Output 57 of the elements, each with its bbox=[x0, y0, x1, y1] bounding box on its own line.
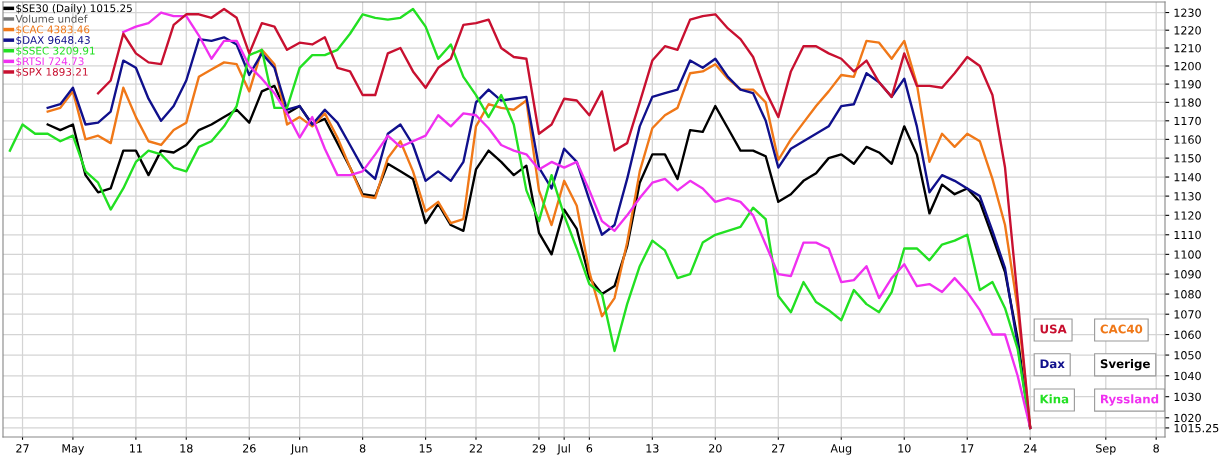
y-tick-label: 1070 bbox=[1174, 310, 1201, 319]
y-tick-label: 1200 bbox=[1174, 61, 1201, 71]
annotation: Kina bbox=[1040, 394, 1069, 404]
annotation: Volume undef bbox=[15, 14, 88, 23]
x-tick-label: 29 bbox=[532, 444, 546, 453]
x-tick-label: Sep bbox=[1096, 444, 1116, 455]
x-tick-label: 10 bbox=[898, 444, 911, 453]
legend-label: $CAC 4383.46 bbox=[16, 25, 90, 35]
x-tick-label: 27 bbox=[16, 444, 29, 453]
y-tick-label: 1080 bbox=[1174, 290, 1201, 299]
y-tick-label: 1020 bbox=[1174, 413, 1201, 423]
y-tick-label: 1110 bbox=[1174, 230, 1201, 240]
legend-label: $SE30 (Daily) 1015.25 bbox=[16, 4, 132, 15]
y-tick-label: 1130 bbox=[1174, 192, 1201, 201]
y-tick-label: 1150 bbox=[1174, 154, 1201, 163]
legend-label: $SSEC 3209.91 bbox=[16, 46, 95, 56]
y-tick-label: 1050 bbox=[1174, 351, 1201, 360]
legend-label: $RTSI 724.73 bbox=[16, 57, 84, 67]
x-tick-label: 6 bbox=[586, 444, 593, 453]
x-tick-label: May bbox=[62, 444, 85, 455]
y-tick-label: 1170 bbox=[1174, 116, 1201, 126]
x-tick-label: 26 bbox=[243, 444, 256, 453]
x-tick-label: Jul bbox=[556, 443, 570, 455]
x-tick-label: 8 bbox=[359, 444, 366, 453]
x-tick-label: 15 bbox=[419, 444, 432, 453]
annotation: Ryssland bbox=[1101, 394, 1159, 406]
y-tick-label: 1100 bbox=[1174, 250, 1201, 259]
y-tick-label: 1180 bbox=[1174, 98, 1201, 107]
y-tick-label: 1190 bbox=[1174, 80, 1201, 89]
legend-label: $DAX 9648.43 bbox=[16, 35, 90, 46]
annotation: USA bbox=[1040, 324, 1067, 334]
legend-label: $SPX 1893.21 bbox=[16, 67, 88, 78]
x-tick-label: 20 bbox=[709, 444, 722, 453]
y-tick-label: 1140 bbox=[1174, 173, 1201, 182]
y-tick-label: 1120 bbox=[1174, 211, 1201, 220]
annotation: CAC40 bbox=[1100, 324, 1143, 334]
annotation: Dax bbox=[1040, 359, 1065, 369]
x-tick-label: 24 bbox=[1023, 444, 1037, 453]
x-tick-label: Aug bbox=[830, 444, 852, 455]
x-tick-label: 8 bbox=[1153, 444, 1159, 453]
x-tick-label: 11 bbox=[130, 444, 142, 453]
y-tick-label: 1030 bbox=[1174, 392, 1201, 402]
x-tick-label: 18 bbox=[180, 444, 193, 453]
x-tick-label: 17 bbox=[961, 444, 974, 453]
y-tick-label: 1040 bbox=[1174, 371, 1201, 381]
x-tick-label: 13 bbox=[646, 444, 659, 453]
x-tick-label: 22 bbox=[469, 444, 482, 453]
y-tick-label: 1210 bbox=[1174, 44, 1201, 53]
y-tick-label: 1090 bbox=[1174, 270, 1201, 279]
y-tick-label: 1220 bbox=[1174, 26, 1201, 35]
x-tick-label: Jun bbox=[290, 444, 308, 455]
y-tick-label: 1060 bbox=[1174, 330, 1201, 339]
y-tick-label: 1230 bbox=[1174, 8, 1201, 17]
x-tick-label: 27 bbox=[772, 444, 785, 453]
annotation: Sverige bbox=[1100, 359, 1150, 371]
y-tick-label: 1015.25 bbox=[1174, 423, 1219, 433]
y-tick-label: 1160 bbox=[1174, 135, 1201, 144]
